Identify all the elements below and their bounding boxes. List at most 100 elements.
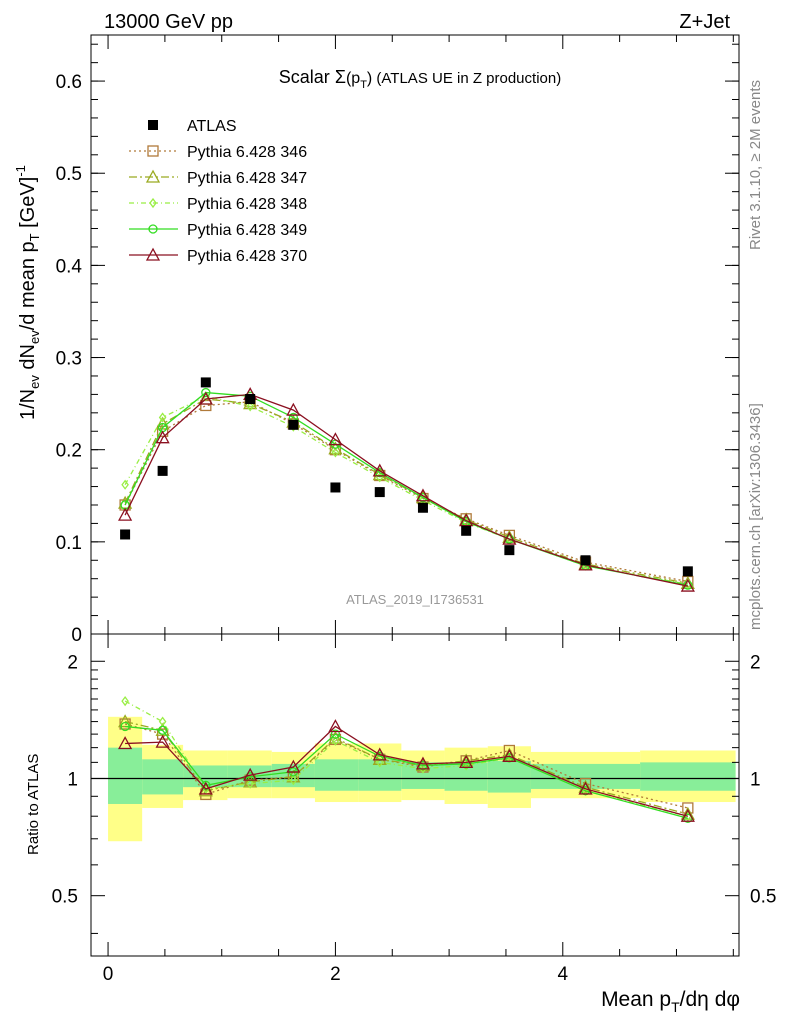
y-tick-label: 0.2 bbox=[56, 441, 82, 462]
series-line-4 bbox=[124, 391, 688, 586]
atlas-point-5 bbox=[330, 482, 341, 493]
legend-marker-0 bbox=[148, 120, 158, 130]
ratio-point-2-4 bbox=[289, 775, 298, 786]
ratio-point-4-2 bbox=[198, 781, 213, 795]
ratio-point-3-1 bbox=[157, 725, 168, 735]
series-line-2 bbox=[124, 398, 688, 584]
series-point-3-1 bbox=[158, 412, 167, 423]
x-tick-label: 0 bbox=[103, 964, 114, 985]
chart-title: Scalar Σ(pT) (ATLAS UE in Z production) bbox=[279, 67, 561, 91]
ratio-line-4 bbox=[125, 725, 688, 817]
atlas-point-10 bbox=[580, 555, 591, 566]
series-point-3-5 bbox=[331, 447, 340, 458]
ratio-line-0 bbox=[124, 723, 688, 809]
ratio-point-1-2 bbox=[198, 783, 213, 797]
series-line-5 bbox=[124, 393, 688, 587]
legend-marker-4 bbox=[148, 224, 158, 234]
series-point-3-0 bbox=[121, 479, 129, 490]
atlas-point-3 bbox=[245, 394, 256, 405]
legend-marker-5 bbox=[145, 247, 161, 261]
atlas-point-9 bbox=[504, 545, 515, 556]
ratio-y-tick-label-right: 1 bbox=[750, 769, 761, 790]
series-point-5-4 bbox=[286, 402, 301, 416]
series-point-5-6 bbox=[372, 463, 387, 477]
uncertainty-band-green-0 bbox=[108, 747, 143, 804]
main-panel-data bbox=[118, 377, 695, 592]
uncertainty-band-green-5 bbox=[314, 759, 359, 791]
ratio-y-tick-label: 0.5 bbox=[52, 887, 78, 908]
ratio-point-1-11 bbox=[680, 806, 695, 820]
legend-marker-3 bbox=[149, 197, 157, 209]
ratio-panel-frame bbox=[90, 633, 740, 957]
main-panel-axes: 0 0.1 0.2 0.3 0.4 0.5 0.6 bbox=[56, 35, 739, 646]
atlas-point-1 bbox=[157, 465, 168, 476]
ratio-point-2-5 bbox=[331, 735, 340, 746]
series-point-5-9 bbox=[502, 531, 517, 545]
series-point-3-3 bbox=[246, 401, 254, 412]
legend-label-2: Pythia 6.428 347 bbox=[187, 170, 307, 187]
legend-label-4: Pythia 6.428 349 bbox=[187, 222, 307, 239]
uncertainty-band-green-1 bbox=[142, 759, 184, 795]
legend-marker-2 bbox=[145, 169, 161, 183]
ratio-y-tick-label: 1 bbox=[67, 769, 78, 790]
ratio-point-4-10 bbox=[578, 781, 593, 795]
x-axis-label: Mean pT/dη dφ bbox=[601, 988, 740, 1015]
y-tick-label: 0.5 bbox=[56, 164, 82, 185]
ratio-point-4-9 bbox=[502, 748, 517, 762]
ratio-y-axis-label: Ratio to ATLAS bbox=[25, 754, 42, 855]
series-point-5-2 bbox=[198, 391, 213, 405]
ratio-point-4-4 bbox=[286, 759, 301, 773]
y-tick-label: 0.3 bbox=[56, 349, 82, 370]
ratio-line-3 bbox=[125, 725, 688, 819]
uncertainty-band-green-8 bbox=[444, 762, 488, 791]
series-point-5-7 bbox=[415, 488, 431, 502]
ratio-y-tick-label-right: 0.5 bbox=[750, 887, 776, 908]
ratio-point-4-3 bbox=[243, 767, 258, 781]
atlas-point-4 bbox=[288, 419, 299, 430]
atlas-point-0 bbox=[120, 529, 131, 540]
legend-marker-1 bbox=[147, 145, 159, 157]
y-tick-label: 0.6 bbox=[56, 72, 82, 93]
ratio-point-1-10 bbox=[578, 779, 593, 793]
x-tick-label: 4 bbox=[558, 964, 569, 985]
legend-label-0: ATLAS bbox=[187, 118, 237, 135]
series-point-2-5 bbox=[328, 441, 343, 455]
atlas-point-6 bbox=[374, 487, 385, 498]
x-tick-label: 2 bbox=[330, 964, 341, 985]
series-line-1 bbox=[124, 401, 688, 583]
mcplots-label: mcplots.cern.ch [arXiv:1306.3436] bbox=[747, 403, 764, 630]
ratio-point-1-4 bbox=[286, 769, 301, 783]
ratio-point-3-0 bbox=[120, 721, 130, 732]
atlas-point-2 bbox=[200, 377, 211, 388]
ratio-line-2 bbox=[124, 700, 688, 817]
ratio-point-2-0 bbox=[121, 696, 129, 707]
header-right: Z+Jet bbox=[679, 11, 730, 33]
ratio-point-4-8 bbox=[459, 755, 474, 769]
ratio-point-2-7 bbox=[419, 763, 427, 774]
ratio-panel-axes: 0.5 0.5 1 1 2 2 0 2 4 bbox=[52, 634, 776, 985]
ratio-point-2-6 bbox=[375, 757, 384, 768]
ratio-point-2-1 bbox=[158, 716, 167, 727]
ratio-point-4-11 bbox=[680, 808, 695, 822]
ratio-point-3-5 bbox=[330, 729, 341, 739]
rivet-label: Rivet 3.1.10, ≥ 2M events bbox=[747, 80, 764, 250]
ratio-y-tick-label-right: 2 bbox=[750, 652, 761, 673]
uncertainty-band-green-9 bbox=[487, 760, 531, 793]
series-point-5-1 bbox=[155, 430, 170, 444]
ratio-point-0-9 bbox=[503, 744, 516, 757]
uncertainty-band-green-11 bbox=[640, 762, 736, 791]
ratio-panel-data bbox=[91, 696, 739, 842]
atlas-point-8 bbox=[461, 525, 472, 536]
uncertainty-band-green-10 bbox=[530, 763, 641, 789]
series-point-5-11 bbox=[680, 578, 695, 592]
legend-label-3: Pythia 6.428 348 bbox=[187, 196, 307, 213]
y-tick-label: 0.1 bbox=[56, 533, 82, 554]
atlas-point-7 bbox=[417, 502, 428, 513]
ratio-point-4-1 bbox=[155, 734, 170, 748]
ratio-point-4-7 bbox=[415, 756, 431, 770]
legend: ATLAS Pythia 6.428 346 Pythia 6.428 347 Pyt… bbox=[129, 118, 307, 265]
series-line-3 bbox=[124, 395, 688, 585]
series-point-4-2 bbox=[201, 387, 211, 398]
main-y-axis-label: 1/Nev dNev/d mean pT [GeV]-1 bbox=[13, 165, 42, 420]
